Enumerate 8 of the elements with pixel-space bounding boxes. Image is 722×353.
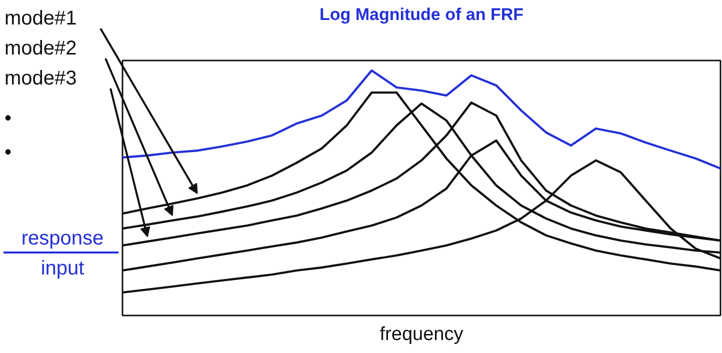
y-axis-title: response input [21, 228, 104, 280]
text: mode#3 [4, 68, 77, 90]
text: mode#1 [4, 8, 77, 30]
chart-title: Log Magnitude of an FRF [320, 5, 524, 24]
text: • [4, 108, 12, 130]
text: • [4, 142, 12, 164]
text: mode#2 [4, 38, 77, 60]
x-axis-title: frequency [380, 324, 464, 345]
